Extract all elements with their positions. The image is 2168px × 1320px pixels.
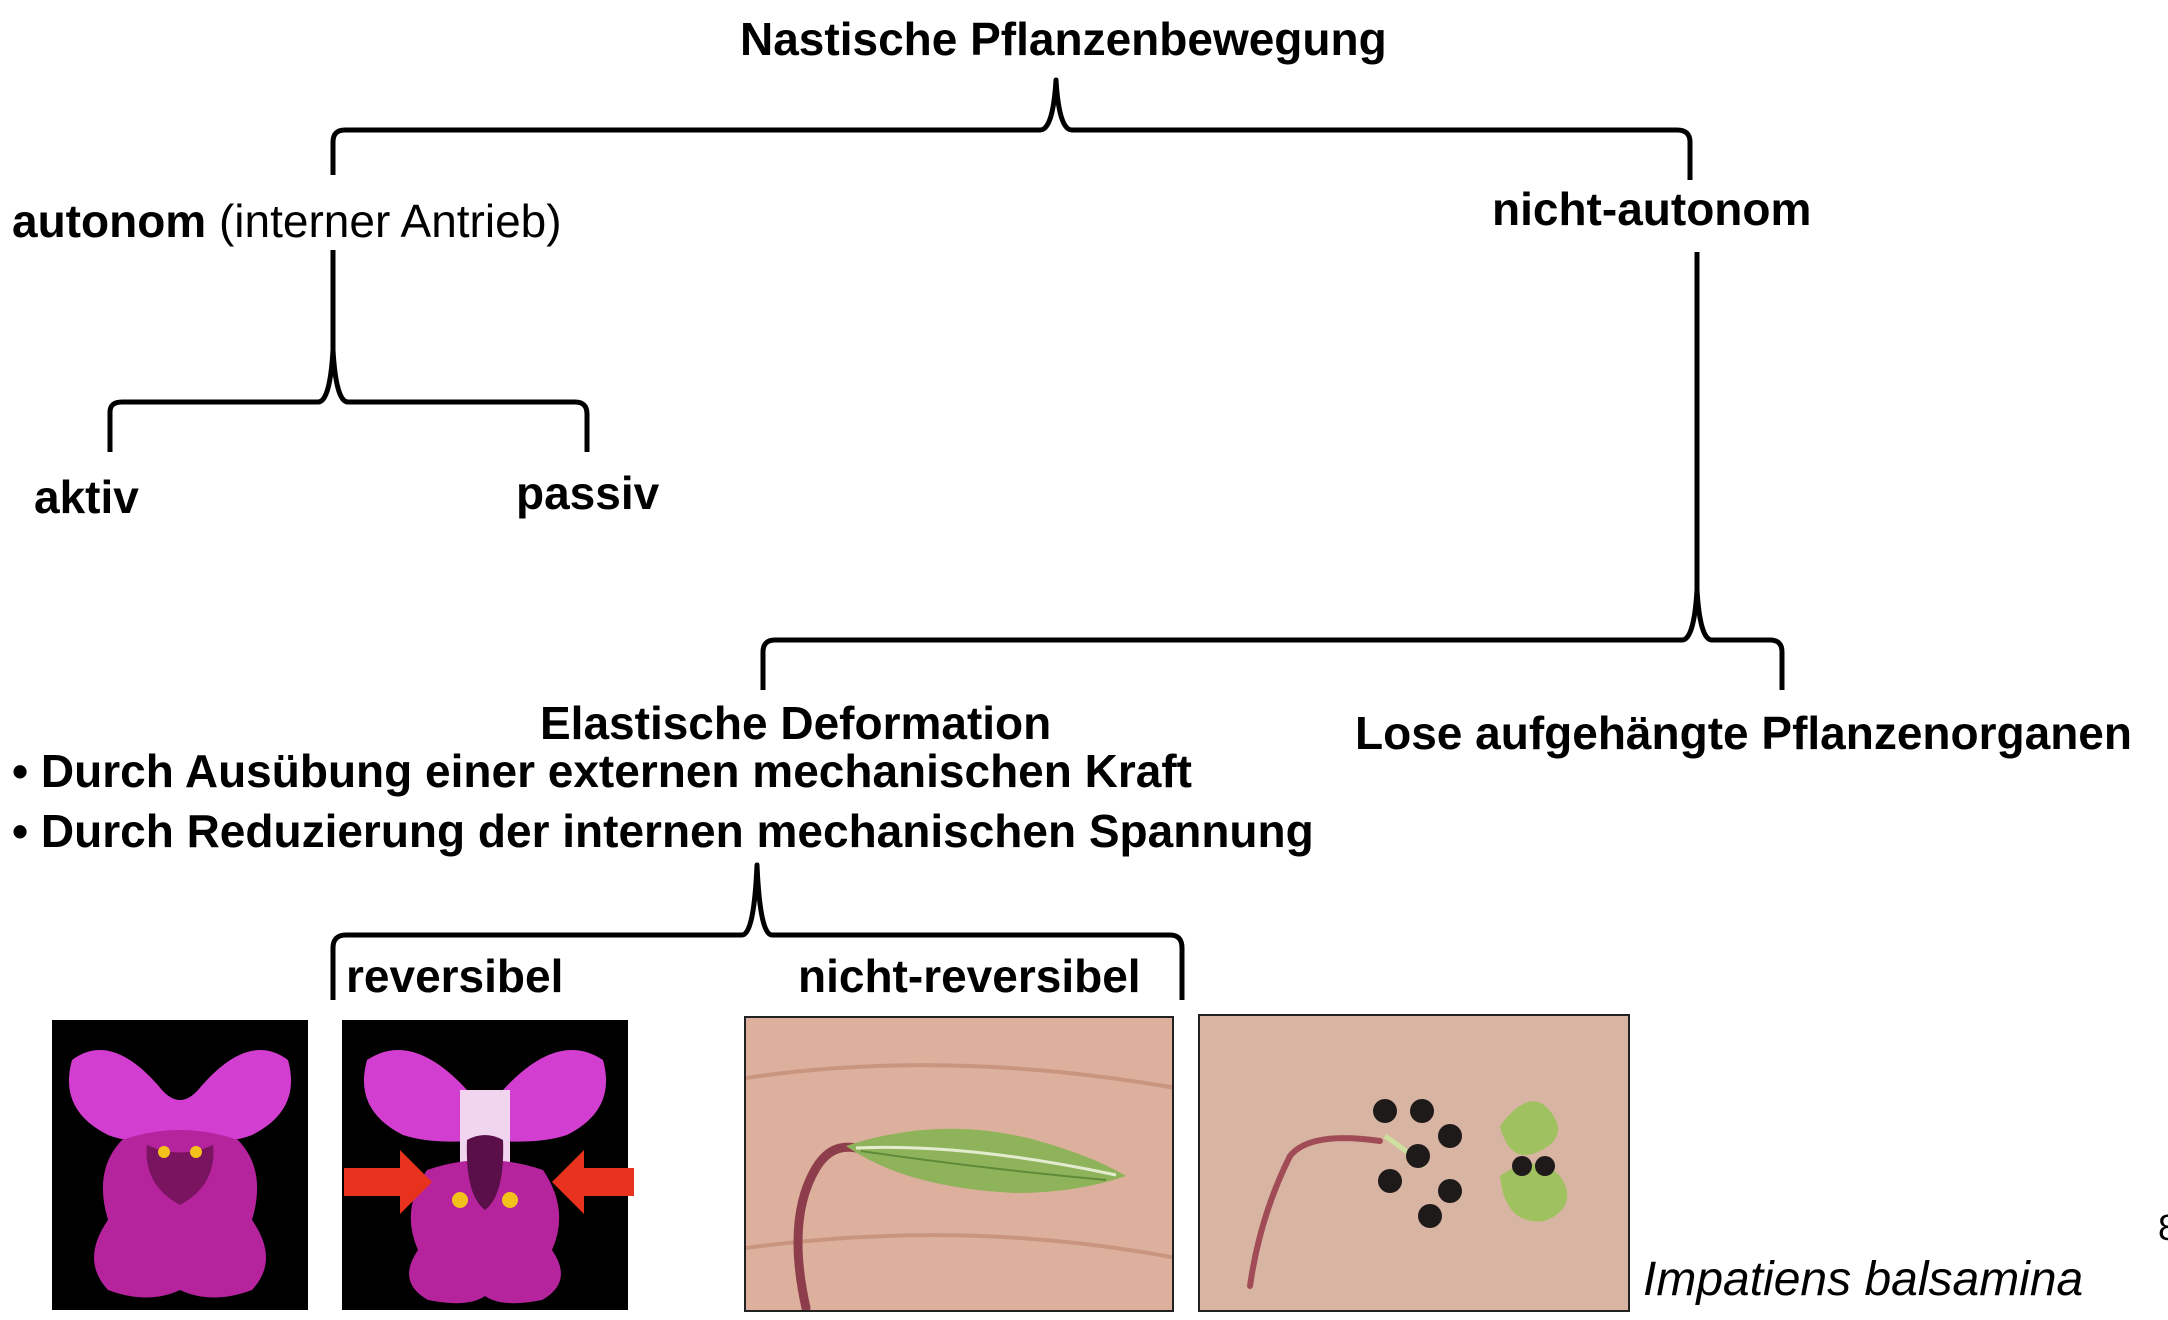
root-label: Nastische Pflanzenbewegung (740, 13, 1387, 65)
autonom-brace (107, 347, 590, 452)
flower-closed-graphic (68, 1050, 292, 1298)
seed-pod-intact-graphic (746, 1018, 1172, 1310)
autonom-bold: autonom (12, 195, 207, 247)
seed-pod-photo-exploded (1198, 1014, 1630, 1312)
nicht-reversibel-label: nicht-reversibel (798, 950, 1141, 1002)
elastische-deformation-label: Elastische Deformation (540, 697, 1052, 749)
passiv-label: passiv (516, 467, 660, 519)
nicht-autonom-brace (760, 587, 1785, 690)
seed-pod-photo-intact (744, 1016, 1174, 1312)
autonom-label: autonom (interner Antrieb) (12, 198, 562, 244)
lose-aufgehaengt-label: Lose aufgehängte Pflanzenorganen (1355, 707, 2132, 759)
reversibel-label: reversibel (346, 950, 564, 1002)
root-brace (330, 77, 1693, 180)
aktiv-label: aktiv (34, 471, 139, 523)
flower-photo-closed (52, 1020, 308, 1310)
seed-pod-exploded-graphic (1200, 1016, 1628, 1310)
bullet-1: • Durch Ausübung einer externen mechanis… (12, 745, 1192, 797)
flower-photo-pressed (342, 1020, 628, 1310)
flower-pressed-graphic (363, 1050, 607, 1304)
elastic-brace (330, 862, 1185, 1000)
nicht-autonom-label: nicht-autonom (1492, 183, 1812, 235)
species-caption: Impatiens balsamina (1643, 1253, 2084, 1306)
bullet-2: • Durch Reduzierung der internen mechani… (12, 805, 1314, 857)
page-number: 8 (2158, 1210, 2168, 1246)
autonom-paren: (interner Antrieb) (218, 195, 562, 247)
